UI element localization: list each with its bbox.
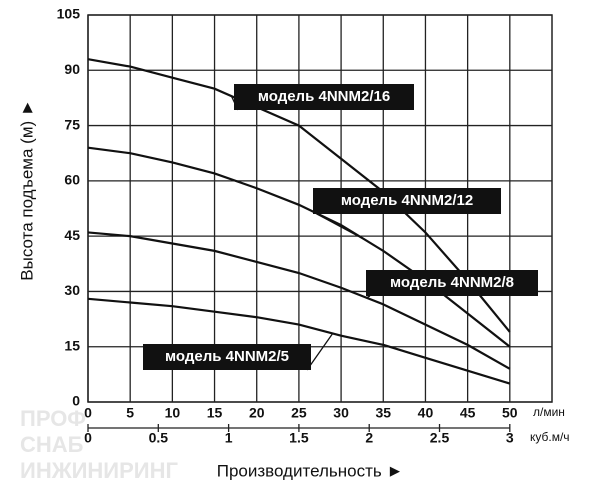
x-tick-label: 0	[84, 405, 92, 421]
leader-line	[306, 333, 334, 371]
x-tick-label: 35	[375, 405, 391, 421]
x2-tick-label: 3	[506, 430, 514, 446]
x-tick-label: 50	[502, 405, 518, 421]
x-tick-label: 20	[249, 405, 265, 421]
y-tick-label: 90	[64, 61, 80, 77]
x-unit: л/мин	[533, 405, 565, 419]
y-tick-label: 60	[64, 172, 80, 188]
x2-unit: куб.м/ч	[530, 430, 570, 444]
curve	[87, 58, 511, 333]
legend-label: модель 4NNM2/16	[258, 88, 390, 105]
x-tick-label: 5	[126, 405, 134, 421]
watermark: СНАБ	[20, 432, 84, 457]
watermark: ПРОФ	[20, 406, 86, 431]
y-tick-label: 105	[57, 6, 81, 22]
x-tick-label: 25	[291, 405, 307, 421]
x-axis-title: Производительность ►	[217, 461, 404, 480]
leader-line	[316, 213, 367, 242]
label-box	[143, 344, 311, 370]
x2-tick-label: 2	[365, 430, 373, 446]
x-tick-label: 45	[460, 405, 476, 421]
legend-label: модель 4NNM2/12	[341, 192, 473, 209]
y-tick-label: 30	[64, 282, 80, 298]
label-box	[313, 188, 501, 214]
watermark: ИНЖИНИРИНГ	[20, 458, 178, 483]
x2-tick-label: 1	[225, 430, 233, 446]
x2-tick-label: 0.5	[149, 430, 169, 446]
y-tick-label: 0	[72, 393, 80, 409]
y-tick-label: 45	[64, 227, 80, 243]
x-tick-label: 10	[165, 405, 181, 421]
leader-line	[366, 295, 371, 299]
x2-tick-label: 1.5	[289, 430, 309, 446]
y-tick-label: 15	[64, 337, 80, 353]
x-tick-label: 40	[418, 405, 434, 421]
x2-tick-label: 2.5	[430, 430, 450, 446]
y-tick-label: 75	[64, 116, 80, 132]
label-box	[366, 270, 538, 296]
legend-label: модель 4NNM2/5	[165, 348, 289, 365]
label-box	[234, 84, 414, 110]
curve	[87, 231, 511, 370]
y-axis-title: Высота подъема (м) ►	[17, 99, 36, 280]
x-tick-label: 15	[207, 405, 223, 421]
curve	[87, 297, 511, 385]
legend-label: модель 4NNM2/8	[390, 274, 514, 291]
x2-tick-label: 0	[84, 430, 92, 446]
x-tick-label: 30	[333, 405, 349, 421]
